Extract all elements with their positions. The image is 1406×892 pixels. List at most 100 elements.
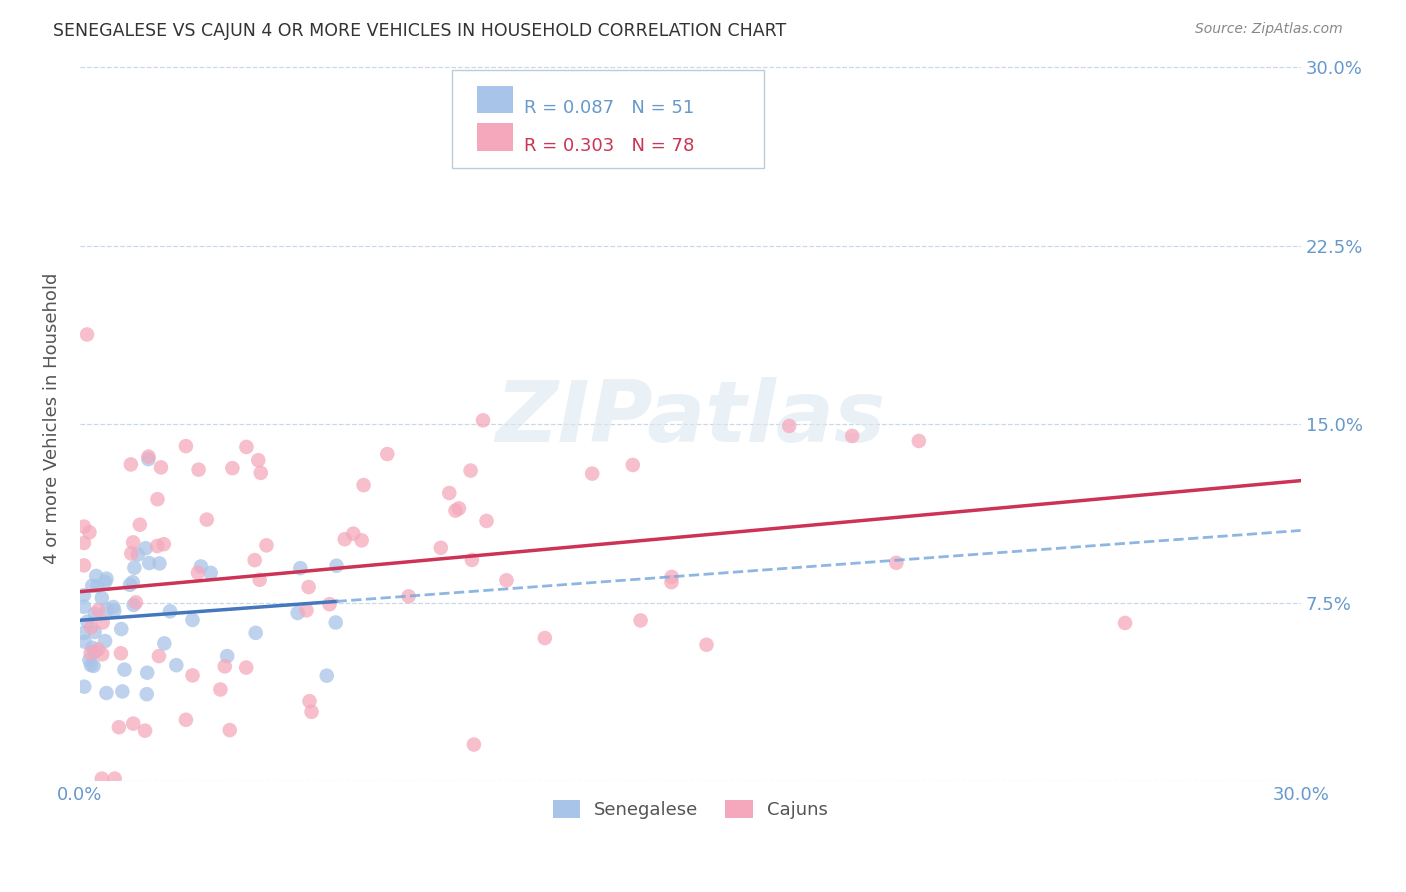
Point [104, 772, 127, 786]
Point [96, 602, 118, 616]
Point [73, 599, 96, 614]
Point [79, 653, 101, 667]
Point [108, 720, 131, 734]
Point [463, 738, 485, 752]
Point [94, 634, 117, 648]
Point [375, 447, 398, 461]
Point [630, 614, 652, 628]
Text: R = 0.303   N = 78: R = 0.303 N = 78 [524, 137, 695, 155]
Point [249, 466, 271, 480]
Point [217, 648, 239, 663]
Point [73, 536, 96, 550]
Point [83, 659, 105, 673]
Point [214, 659, 236, 673]
Point [146, 539, 169, 553]
Point [439, 486, 461, 500]
Point [460, 464, 482, 478]
Point [149, 460, 172, 475]
Point [83, 607, 105, 621]
Point [174, 713, 197, 727]
Point [87, 603, 110, 617]
Point [325, 558, 347, 573]
Point [159, 604, 181, 618]
Point [190, 559, 212, 574]
Point [661, 570, 683, 584]
Point [87, 642, 110, 657]
Point [122, 535, 145, 549]
FancyBboxPatch shape [453, 70, 763, 168]
Point [209, 682, 232, 697]
Text: SENEGALESE VS CAJUN 4 OR MORE VEHICLES IN HOUSEHOLD CORRELATION CHART: SENEGALESE VS CAJUN 4 OR MORE VEHICLES I… [53, 22, 787, 40]
Point [398, 590, 420, 604]
Point [695, 638, 717, 652]
Point [90, 772, 112, 786]
FancyBboxPatch shape [477, 123, 513, 151]
Point [120, 547, 142, 561]
Point [138, 556, 160, 570]
Point [79, 525, 101, 540]
Point [120, 458, 142, 472]
Point [447, 501, 470, 516]
Point [118, 578, 141, 592]
Point [79, 646, 101, 660]
Point [73, 588, 96, 602]
Point [325, 615, 347, 630]
Point [235, 660, 257, 674]
Point [621, 458, 644, 472]
Point [83, 645, 105, 659]
Point [221, 461, 243, 475]
Text: R = 0.087   N = 51: R = 0.087 N = 51 [524, 99, 695, 118]
Y-axis label: 4 or more Vehicles in Household: 4 or more Vehicles in Household [44, 272, 60, 564]
Point [127, 548, 149, 562]
Point [73, 680, 96, 694]
Point [475, 514, 498, 528]
Text: ZIPatlas: ZIPatlas [495, 376, 886, 459]
Point [80, 658, 103, 673]
Point [298, 694, 321, 708]
Point [110, 646, 132, 660]
Point [138, 450, 160, 464]
Point [84, 569, 107, 583]
Point [200, 566, 222, 580]
Point [96, 686, 118, 700]
Point [76, 615, 98, 629]
Point [122, 598, 145, 612]
Point [290, 561, 312, 575]
Point [247, 453, 270, 467]
Point [138, 452, 160, 467]
Point [245, 625, 267, 640]
Point [444, 503, 467, 517]
Point [90, 591, 112, 605]
Point [315, 668, 337, 682]
Point [495, 574, 517, 588]
Point [1114, 615, 1136, 630]
Point [174, 439, 197, 453]
Point [80, 620, 103, 634]
Point [430, 541, 453, 555]
Point [333, 532, 356, 546]
Point [249, 573, 271, 587]
Point [235, 440, 257, 454]
Point [73, 634, 96, 648]
Point [82, 579, 104, 593]
Point [187, 462, 209, 476]
Point [243, 553, 266, 567]
Point [96, 572, 118, 586]
Point [472, 413, 495, 427]
Point [841, 429, 863, 443]
Point [110, 622, 132, 636]
Point [581, 467, 603, 481]
Point [350, 533, 373, 548]
Point [778, 419, 800, 434]
Point [125, 595, 148, 609]
Point [908, 434, 931, 448]
Point [342, 526, 364, 541]
Point [134, 723, 156, 738]
Point [148, 649, 170, 664]
Point [661, 575, 683, 590]
Point [103, 604, 125, 618]
Point [76, 327, 98, 342]
Point [297, 580, 319, 594]
Point [111, 684, 134, 698]
FancyBboxPatch shape [477, 86, 513, 113]
